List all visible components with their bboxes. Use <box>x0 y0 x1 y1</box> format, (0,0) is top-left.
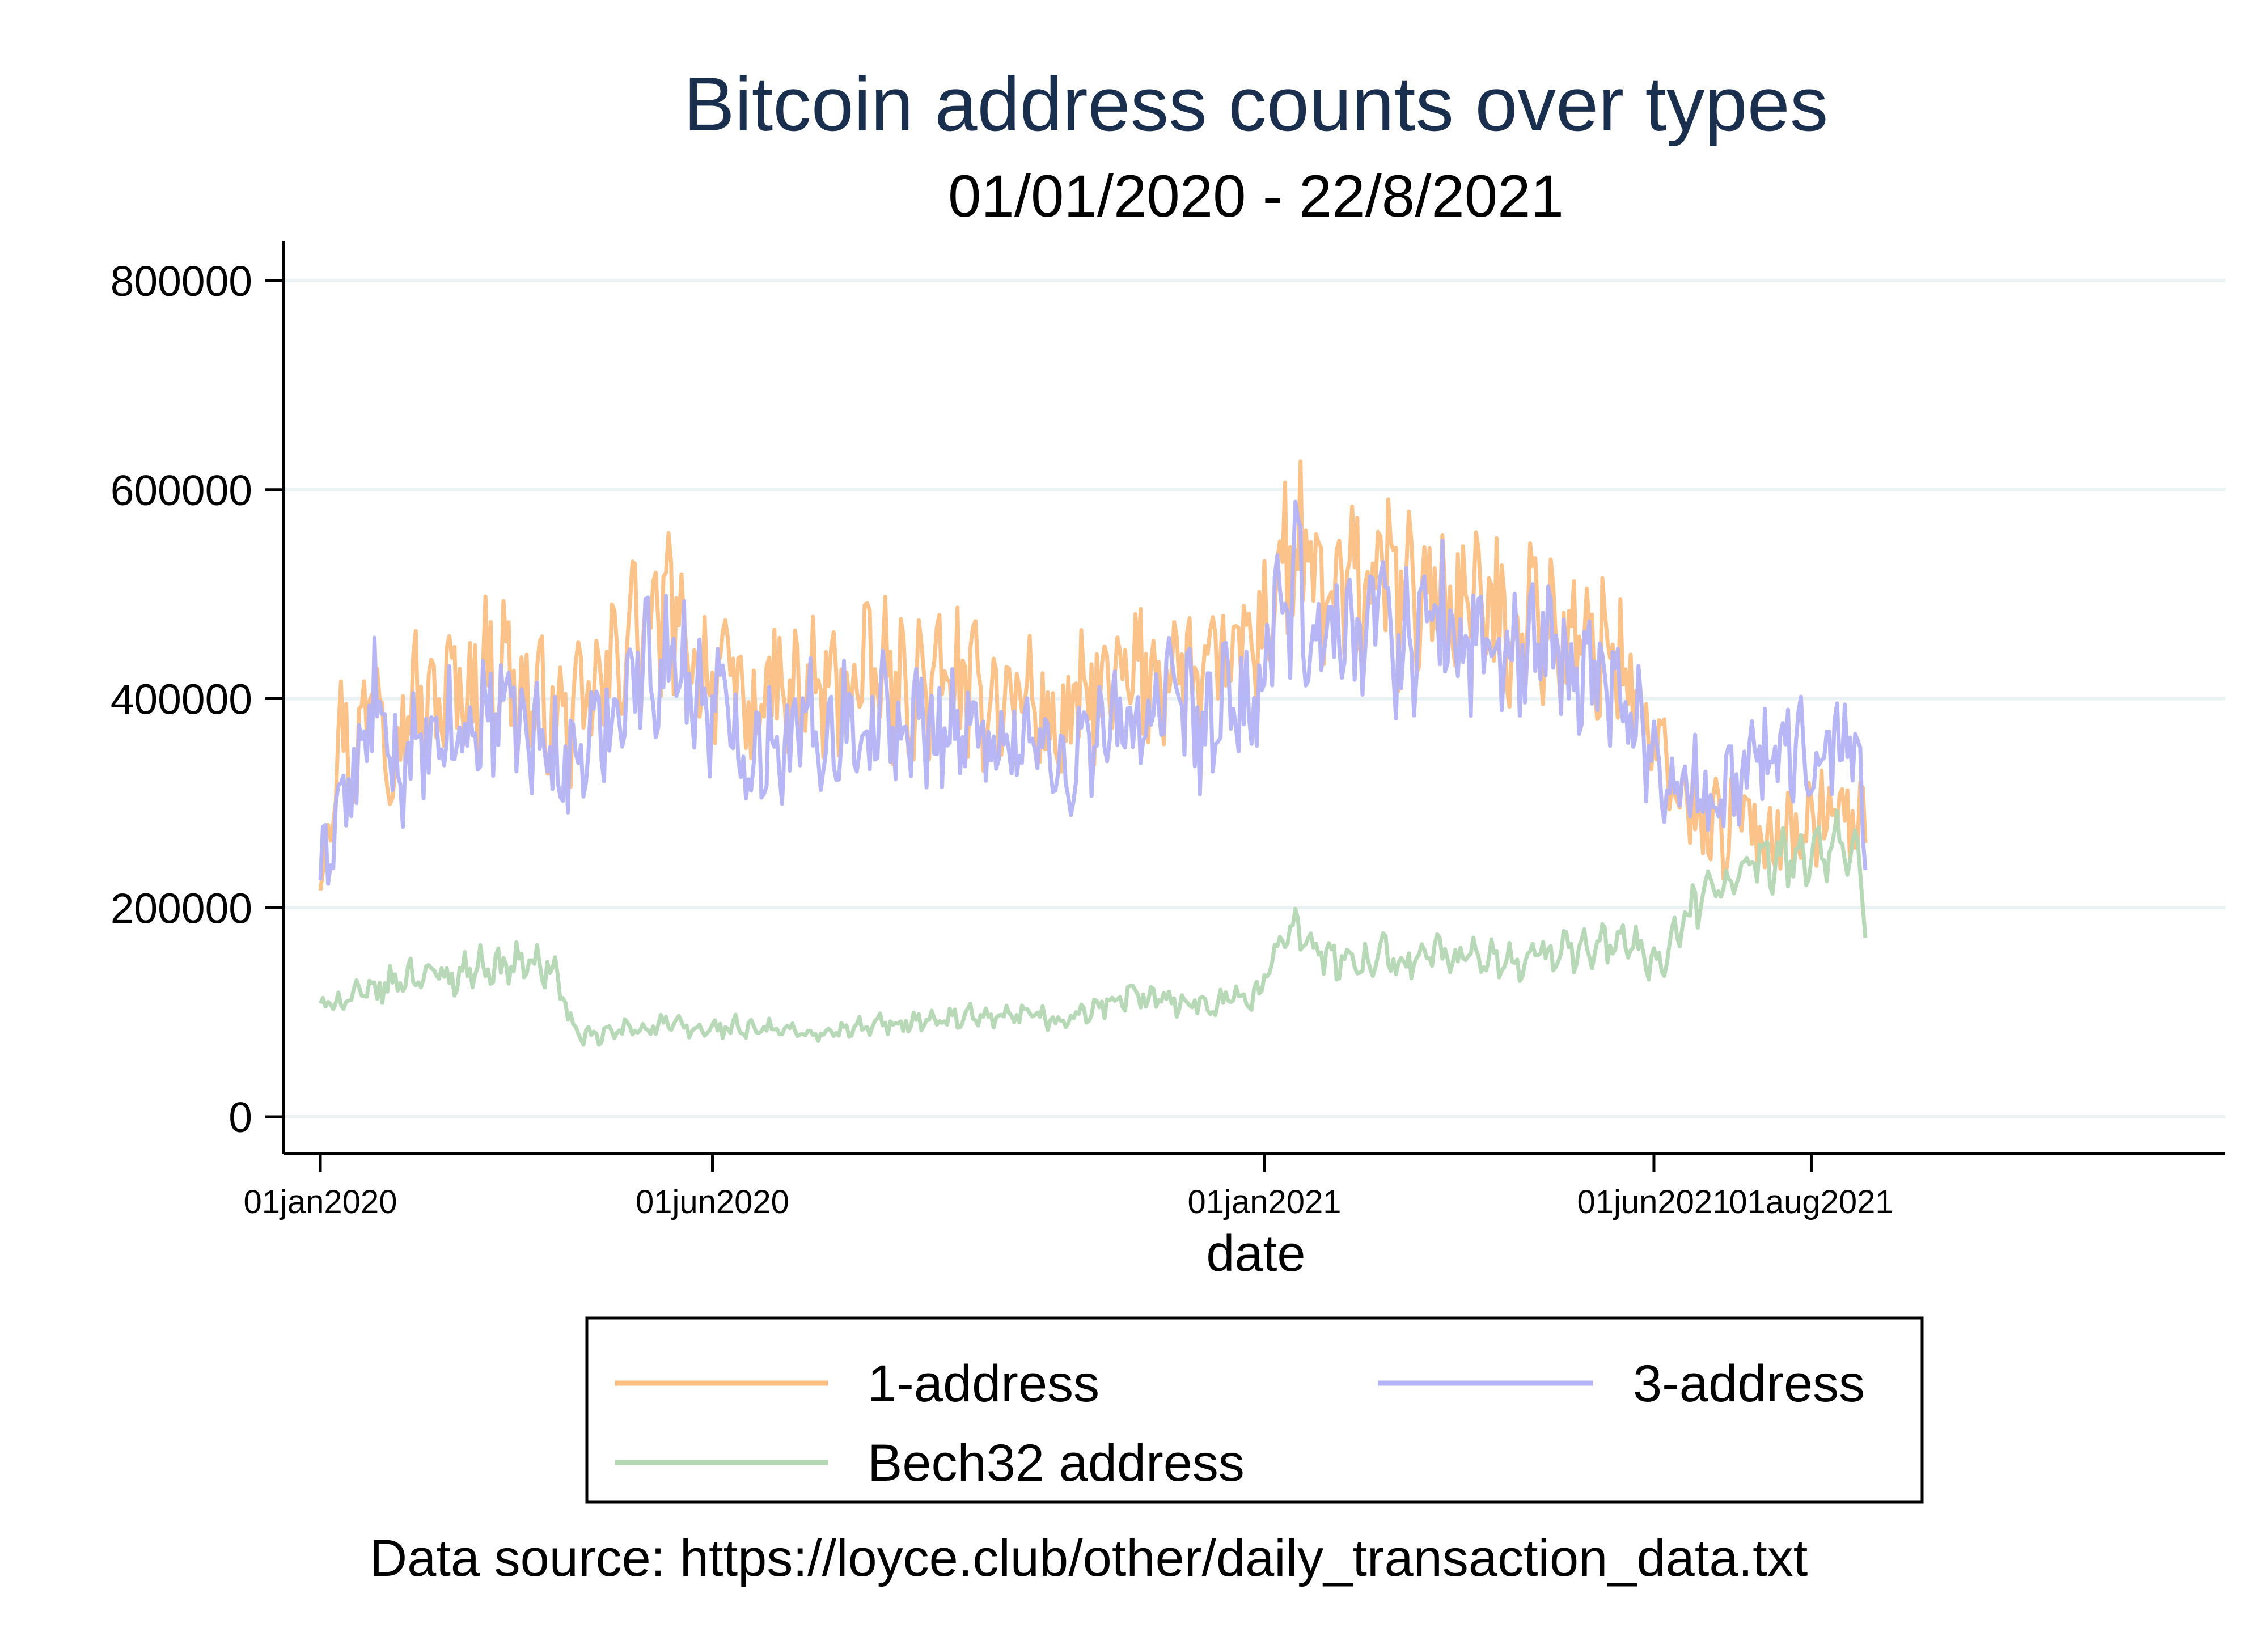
legend-label: 3-address <box>1633 1355 1865 1413</box>
x-tick-label: 01jan2021 <box>1188 1184 1342 1220</box>
chart-title: Bitcoin address counts over types <box>684 61 1829 147</box>
y-tick-label: 200000 <box>111 884 252 932</box>
series-line-2 <box>318 808 1868 1047</box>
x-tick-label: 01aug2021 <box>1729 1184 1893 1220</box>
y-tick-label: 0 <box>229 1093 252 1141</box>
series-line-1 <box>318 499 1868 886</box>
x-axis-title: date <box>1206 1226 1305 1282</box>
chart-subtitle: 01/01/2020 - 22/8/2021 <box>948 163 1564 230</box>
legend-label: Bech32 address <box>868 1434 1245 1492</box>
x-tick-label: 01jun2021 <box>1577 1184 1730 1220</box>
x-tick-label: 01jun2020 <box>636 1184 789 1220</box>
x-tick-label: 01jan2020 <box>244 1184 397 1220</box>
y-tick-label: 800000 <box>111 257 252 305</box>
legend: 1-address 3-address Bech32 address <box>585 1316 1924 1504</box>
legend-label: 1-address <box>868 1355 1099 1413</box>
y-axis: 0 200000 400000 600000 800000 <box>111 241 285 1154</box>
plot-area <box>318 459 1868 1047</box>
legend-box <box>585 1316 1924 1504</box>
y-tick-label: 600000 <box>111 467 252 514</box>
series-line-0 <box>318 459 1868 891</box>
data-source-note: Data source: https://loyce.club/other/da… <box>370 1529 1808 1587</box>
y-tick-label: 400000 <box>111 676 252 723</box>
x-axis: 01jan2020 01jun2020 01jan2021 01jun202101au… <box>244 1152 2225 1220</box>
